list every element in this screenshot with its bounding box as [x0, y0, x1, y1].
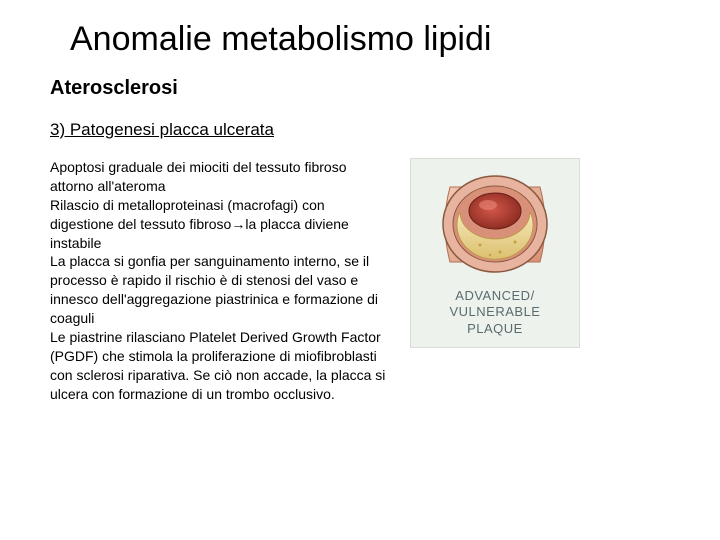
artery-illustration [430, 167, 560, 282]
body-text: Apoptosi graduale dei miociti del tessut… [50, 158, 390, 404]
page-title: Anomalie metabolismo lipidi [70, 20, 680, 59]
figure-caption: ADVANCED/ VULNERABLE PLAQUE [450, 288, 541, 337]
section-heading: 3) Patogenesi placca ulcerata [50, 120, 680, 140]
figure-panel: ADVANCED/ VULNERABLE PLAQUE [410, 158, 580, 348]
content-row: Apoptosi graduale dei miociti del tessut… [50, 158, 680, 404]
subtitle: Aterosclerosi [50, 77, 680, 100]
caption-line: ADVANCED/ [455, 288, 534, 303]
caption-line: VULNERABLE [450, 304, 541, 319]
caption-line: PLAQUE [467, 321, 523, 336]
